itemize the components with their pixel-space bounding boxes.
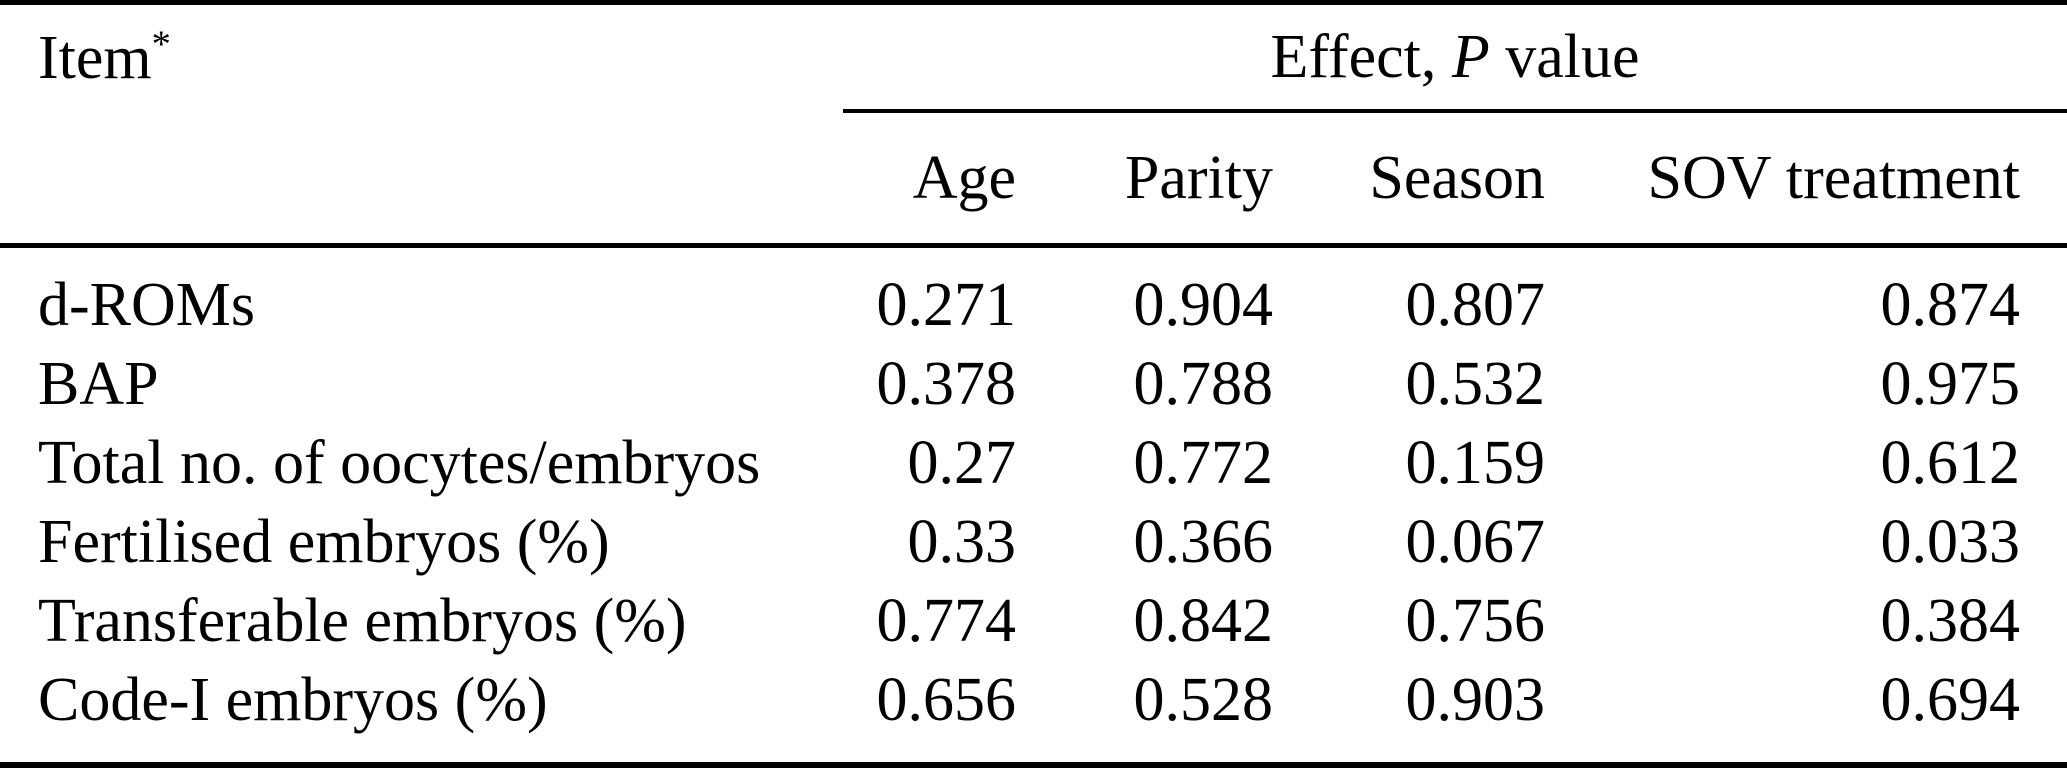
cell-season: 0.067 [1405, 508, 1546, 576]
cell-sov-treatment: 0.384 [1880, 587, 2021, 655]
cell-age: 0.774 [876, 587, 1017, 655]
column-header-parity: Parity [1016, 111, 1273, 248]
table-row-transferable-embryos: Transferable embryos (%) 0.774 0.842 0.7… [0, 582, 2067, 661]
cell-season: 0.756 [1405, 587, 1546, 655]
table-row-total-oocytes-embryos: Total no. of oocytes/embryos 0.27 0.772 … [0, 424, 2067, 503]
header-row-columns: Age Parity Season SOV treatment [0, 111, 2067, 248]
cell-age: 0.27 [907, 429, 1017, 497]
row-label: Fertilised embryos (%) [38, 508, 610, 576]
cell-age: 0.271 [876, 271, 1017, 339]
row-label: Code-I embryos (%) [38, 666, 548, 734]
column-header-age: Age [843, 111, 1016, 248]
header-row-effect: Item* Effect, P value [0, 2, 2067, 248]
effect-header-prefix: Effect, [1270, 22, 1452, 91]
cell-season: 0.159 [1405, 429, 1546, 497]
column-header-season: Season [1273, 111, 1545, 248]
cell-season: 0.903 [1405, 666, 1546, 734]
effect-pvalue-header: Effect, P value [843, 2, 2067, 113]
column-header-sov-treatment: SOV treatment [1545, 111, 2067, 248]
table-row-code-i-embryos: Code-I embryos (%) 0.656 0.528 0.903 0.6… [0, 661, 2067, 765]
cell-parity: 0.788 [1133, 350, 1274, 418]
row-label: Total no. of oocytes/embryos [38, 429, 761, 497]
cell-parity: 0.528 [1133, 666, 1274, 734]
cell-sov-treatment: 0.975 [1880, 350, 2021, 418]
cell-age: 0.378 [876, 350, 1017, 418]
footnote-marker: * [151, 23, 171, 66]
table-row-fertilised-embryos: Fertilised embryos (%) 0.33 0.366 0.067 … [0, 503, 2067, 582]
cell-parity: 0.842 [1133, 587, 1274, 655]
cell-parity: 0.366 [1133, 508, 1274, 576]
cell-sov-treatment: 0.612 [1880, 429, 2021, 497]
cell-parity: 0.772 [1133, 429, 1274, 497]
effect-header-suffix: value [1489, 22, 1640, 91]
row-label: d-ROMs [38, 271, 256, 339]
item-column-header: Item* [0, 2, 843, 248]
table-row-d-roms: d-ROMs 0.271 0.904 0.807 0.874 [0, 246, 2067, 346]
cell-parity: 0.904 [1133, 271, 1274, 339]
table-row-bap: BAP 0.378 0.788 0.532 0.975 [0, 345, 2067, 424]
row-label: BAP [38, 350, 159, 418]
table-header: Item* Effect, P value Age Parity Season … [0, 2, 2067, 248]
cell-sov-treatment: 0.694 [1880, 666, 2021, 734]
item-header-label: Item [38, 24, 152, 92]
row-label: Transferable embryos (%) [38, 587, 687, 655]
table-body: d-ROMs 0.271 0.904 0.807 0.874 BAP 0.378… [0, 246, 2067, 766]
cell-sov-treatment: 0.874 [1880, 271, 2021, 339]
cell-age: 0.33 [907, 508, 1017, 576]
cell-age: 0.656 [876, 666, 1017, 734]
cell-season: 0.532 [1405, 350, 1546, 418]
pvalue-symbol: P [1451, 22, 1490, 91]
cell-season: 0.807 [1405, 271, 1546, 339]
cell-sov-treatment: 0.033 [1880, 508, 2021, 576]
